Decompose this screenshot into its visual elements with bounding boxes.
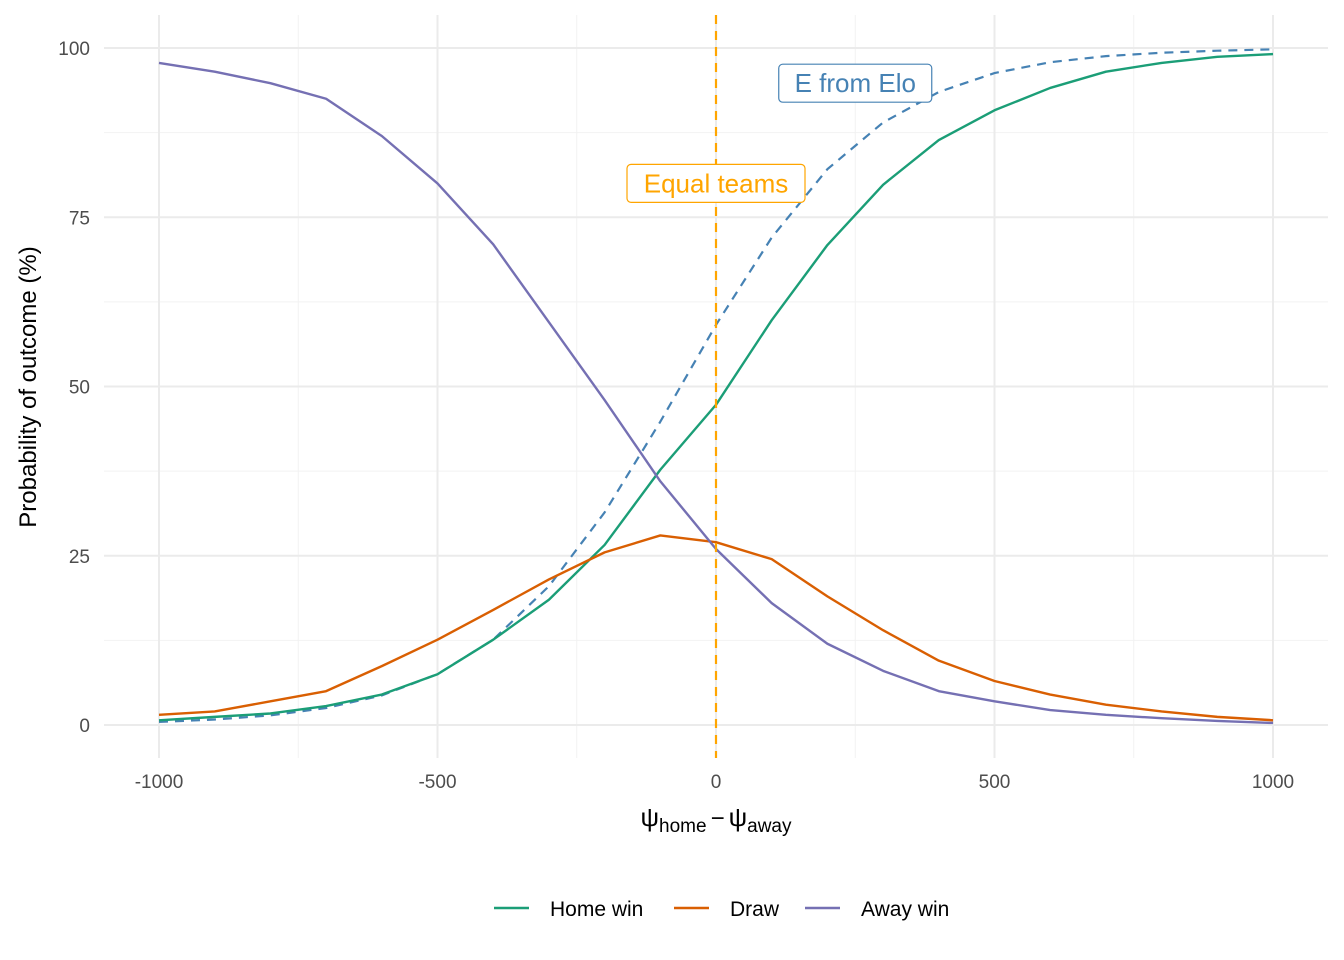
series-line-draw <box>158 534 1274 722</box>
legend-label: Away win <box>861 898 949 921</box>
annotations: E from Elo Equal teams <box>626 63 933 203</box>
x-tick-label: -1000 <box>135 772 184 793</box>
legend-label: Home win <box>550 898 643 921</box>
x-tick-label: 0 <box>711 772 722 793</box>
elo-label: E from Elo <box>795 68 916 98</box>
series-layer <box>158 15 1274 758</box>
y-tick-label: 100 <box>58 39 90 60</box>
x-tick-label: 1000 <box>1252 772 1294 793</box>
x-axis-title: ψhome − ψaway <box>641 802 792 837</box>
legend-label: Draw <box>730 898 780 921</box>
y-tick-label: 50 <box>69 378 90 399</box>
equal-teams-label: Equal teams <box>644 168 789 198</box>
equal-teams-label-box <box>626 163 806 203</box>
y-tick-label: 25 <box>69 547 90 568</box>
legend: Home win Draw Away win <box>494 898 949 921</box>
y-tick-label: 0 <box>79 716 90 737</box>
y-axis-title: Probability of outcome (%) <box>15 246 42 527</box>
y-tick-label: 75 <box>69 208 90 229</box>
tick-labels: -1000 -500 0 500 1000 0 25 50 75 100 <box>58 39 1294 793</box>
elo-label-box <box>778 63 933 103</box>
x-tick-label: -500 <box>418 772 456 793</box>
x-tick-label: 500 <box>979 772 1011 793</box>
